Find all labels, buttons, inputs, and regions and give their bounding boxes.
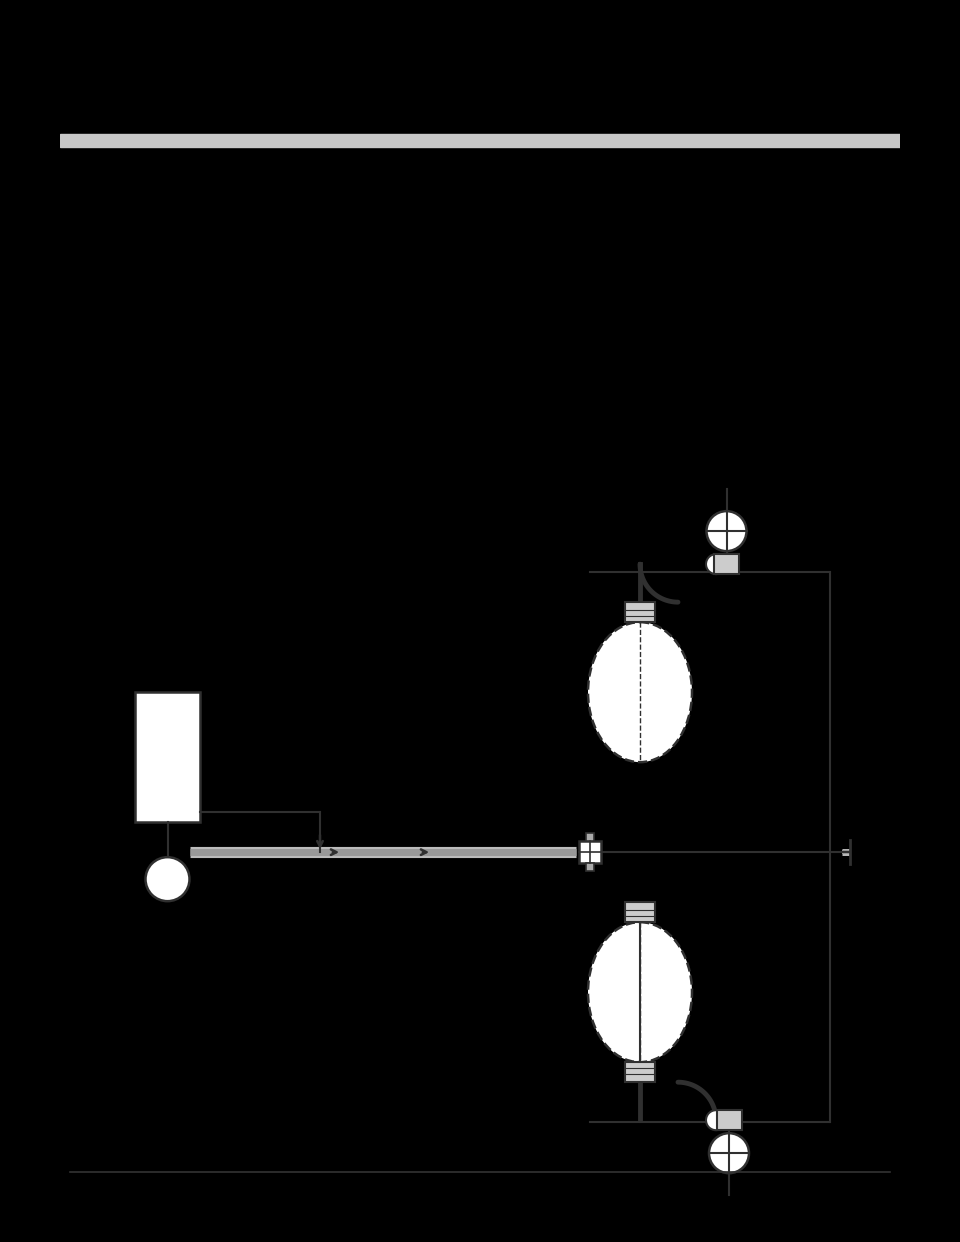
Text: Control valve: Control valve (606, 861, 694, 873)
Text: 4: 4 (75, 1180, 84, 1195)
Text: The system is installed on:: The system is installed on: (82, 397, 260, 410)
Circle shape (709, 1133, 749, 1174)
Text: Pressure reservoir: Pressure reservoir (570, 881, 690, 894)
Text: Level Control Systems: Level Control Systems (75, 1199, 191, 1208)
Text: cussed.: cussed. (82, 238, 132, 251)
Text: Tandem pump: Tandem pump (153, 913, 248, 927)
Text: Hydropneumatic Rear Leveling System: Hydropneumatic Rear Leveling System (82, 170, 493, 189)
Text: •  E38 - 740 iL and 750iL: • E38 - 740 iL and 750iL (125, 502, 290, 515)
Bar (625, 602, 655, 622)
Text: Pressure reservoir: Pressure reservoir (570, 770, 690, 784)
Text: suspension system and power steering system.: suspension system and power steering sys… (82, 355, 399, 368)
Text: •  E32 - 735 iL, 740iL and 750iL: • E32 - 735 iL, 740iL and 750iL (125, 432, 335, 445)
Bar (714, 554, 739, 574)
Text: loaded conditions.: loaded conditions. (82, 296, 204, 308)
Text: ven piston pump.  The earlier system using the electro-hydraulic pump will not b: ven piston pump. The earlier system usin… (82, 220, 660, 233)
Text: Strut: Strut (757, 1146, 790, 1160)
Circle shape (707, 512, 747, 551)
Bar (135, 692, 200, 822)
Text: The self-leveling suspension system is designed to maintain vehicle ride height : The self-leveling suspension system is d… (82, 277, 657, 291)
Text: Strut: Strut (755, 524, 787, 538)
Text: The system is fully hydraulic, utilizing a tandem oil pump to supply pressure to: The system is fully hydraulic, utilizing… (82, 337, 671, 350)
Bar (586, 833, 594, 841)
Text: This module pertains to the hydropneumatic rear suspension system with the engin: This module pertains to the hydropneumat… (82, 202, 679, 215)
Circle shape (706, 1110, 726, 1130)
Bar (60, 134, 900, 147)
Circle shape (146, 857, 189, 902)
Ellipse shape (588, 622, 692, 763)
Bar (716, 1110, 741, 1130)
Bar (579, 841, 601, 863)
Text: •  E34 - Touring 525i and 530i: • E34 - Touring 525i and 530i (125, 467, 324, 481)
Bar (625, 1062, 655, 1082)
Bar (625, 902, 655, 922)
Ellipse shape (588, 922, 692, 1062)
Bar (586, 863, 594, 871)
Circle shape (706, 554, 726, 574)
Text: Reservoir: Reservoir (135, 669, 198, 682)
